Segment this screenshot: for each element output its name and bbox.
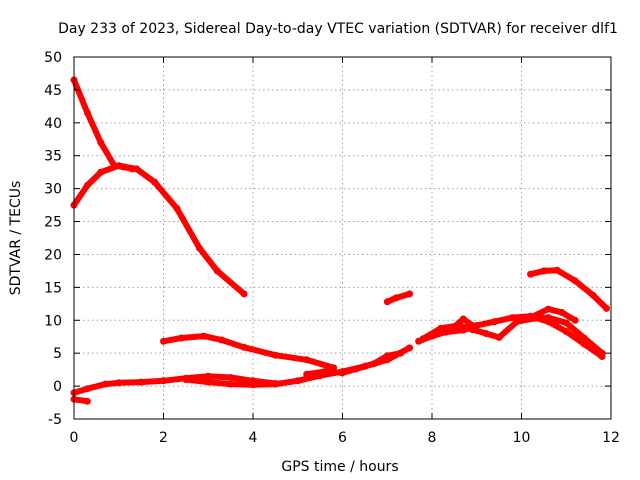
data-point <box>491 318 499 326</box>
data-point <box>562 328 570 335</box>
data-point <box>392 294 400 302</box>
data-point <box>598 349 606 357</box>
data-point <box>450 323 458 331</box>
data-point <box>160 377 167 385</box>
y-tick-label: 40 <box>44 116 62 132</box>
y-tick-label: 50 <box>44 50 62 66</box>
y-tick-label: 20 <box>44 247 62 263</box>
data-point <box>133 165 141 173</box>
data-point <box>271 380 279 388</box>
data-point <box>204 378 212 386</box>
x-tick-label: 0 <box>70 430 79 446</box>
data-point <box>459 315 467 323</box>
data-point <box>540 267 548 275</box>
data-point <box>482 329 490 337</box>
data-point <box>544 305 552 313</box>
data-point <box>200 332 208 340</box>
data-point <box>406 344 414 352</box>
series-track-1 <box>71 77 136 172</box>
data-point <box>303 370 311 378</box>
data-point <box>558 308 566 316</box>
data-point <box>101 380 109 388</box>
data-point <box>83 385 91 393</box>
data-point <box>115 379 123 387</box>
y-tick-label: 45 <box>44 83 62 99</box>
data-point <box>352 365 360 373</box>
data-point <box>83 397 91 405</box>
data-point <box>527 270 534 278</box>
data-point <box>177 334 185 342</box>
data-point <box>339 369 346 377</box>
data-series <box>70 76 610 405</box>
data-point <box>271 351 279 359</box>
data-point <box>151 178 159 186</box>
data-point <box>544 314 552 322</box>
series-track-13 <box>527 267 610 312</box>
x-tick-label: 6 <box>338 430 347 446</box>
tick-labels: 0 2 4 6 8 10 12 -5 0 5 10 15 20 25 30 35 40 45 50 <box>44 50 620 446</box>
y-tick-label: 5 <box>53 346 62 362</box>
series-track-2 <box>71 162 247 297</box>
data-point <box>370 360 378 368</box>
data-point <box>83 109 91 117</box>
data-point <box>240 290 248 298</box>
data-point <box>419 335 427 343</box>
data-point <box>249 381 257 389</box>
y-tick-label: 15 <box>44 280 62 296</box>
y-tick-label: 25 <box>44 215 62 231</box>
x-tick-label: 2 <box>159 430 168 446</box>
data-point <box>97 139 105 147</box>
data-point <box>495 333 503 341</box>
x-tick-label: 12 <box>602 430 620 446</box>
data-point <box>571 277 579 285</box>
y-tick-label: 35 <box>44 149 62 165</box>
data-point <box>173 204 181 212</box>
y-tick-label: 30 <box>44 182 62 198</box>
data-point <box>437 324 445 332</box>
data-point <box>321 368 329 376</box>
x-axis-label: GPS time / hours <box>281 459 398 475</box>
data-point <box>571 316 579 324</box>
grid <box>74 57 611 419</box>
data-point <box>227 374 235 381</box>
data-point <box>137 378 145 386</box>
data-point <box>553 266 561 274</box>
y-tick-label: 0 <box>53 379 62 395</box>
data-point <box>513 318 521 326</box>
data-point <box>383 298 391 306</box>
data-point <box>213 267 221 275</box>
y-tick-label: -5 <box>48 412 62 428</box>
data-point <box>160 337 167 345</box>
data-point <box>294 377 302 385</box>
data-point <box>218 336 226 344</box>
data-point <box>406 290 414 298</box>
data-point <box>589 291 597 299</box>
data-point <box>562 319 570 327</box>
data-point <box>383 352 391 360</box>
data-point <box>204 372 212 380</box>
x-tick-label: 10 <box>513 430 531 446</box>
ticks <box>73 56 612 420</box>
data-point <box>468 322 476 329</box>
series-track-3 <box>160 333 337 371</box>
data-point <box>527 314 534 322</box>
data-point <box>182 376 190 383</box>
data-point <box>115 162 123 170</box>
data-point <box>303 356 311 364</box>
data-point <box>603 304 610 312</box>
data-point <box>397 349 405 357</box>
y-tick-label: 10 <box>44 313 62 329</box>
y-axis-label: SDTVAR / TECUs <box>8 181 24 296</box>
data-point <box>227 380 235 388</box>
chart-title: Day 233 of 2023, Sidereal Day-to-day VTE… <box>58 21 618 37</box>
series-track-12 <box>527 306 579 324</box>
data-point <box>83 181 91 189</box>
data-point <box>240 343 248 351</box>
x-tick-label: 4 <box>249 430 258 446</box>
data-point <box>195 244 203 252</box>
x-tick-label: 8 <box>428 430 437 446</box>
data-point <box>580 334 588 342</box>
data-point <box>97 168 105 176</box>
